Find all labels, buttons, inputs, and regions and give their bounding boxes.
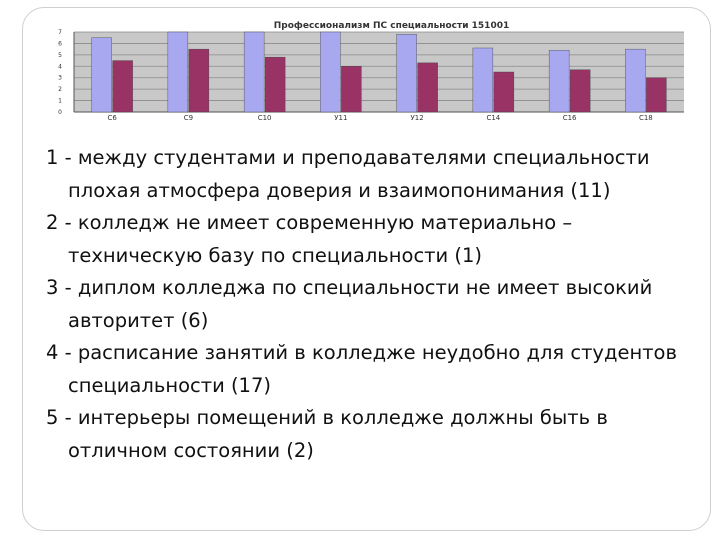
y-tick-label: 3 — [58, 75, 62, 82]
y-tick-label: 2 — [58, 86, 62, 93]
y-tick-label: 6 — [58, 40, 62, 47]
x-tick-label: С9 — [184, 114, 193, 122]
y-tick-label: 4 — [58, 63, 62, 70]
chart-title: Профессионализм ПС специальности 151001 — [273, 21, 510, 31]
bar — [646, 77, 667, 113]
x-tick-label: С6 — [107, 114, 117, 122]
plot-area — [74, 32, 684, 112]
bar — [167, 31, 189, 113]
bar — [320, 31, 341, 113]
chart-svg: 0 1 2 3 4 5 6 7 С6 С9 С10 У11 У12 С14 С16 С18 — [58, 29, 684, 122]
bar — [548, 50, 570, 113]
bar — [493, 71, 515, 113]
x-tick-label: У11 — [334, 114, 347, 122]
bar — [264, 56, 286, 113]
list-item: 5 - интерьеры помещений в колледже должн… — [46, 406, 608, 462]
y-tick-label: 5 — [58, 52, 62, 59]
bar — [91, 37, 112, 113]
x-tick-label: С14 — [486, 114, 500, 122]
bar — [396, 34, 417, 113]
bar — [625, 48, 646, 113]
y-tick-label: 7 — [58, 29, 62, 36]
bar — [243, 31, 265, 113]
list-item: 2 - колледж не имеет современную материа… — [46, 211, 573, 267]
bar — [472, 47, 494, 113]
chart: 0 1 2 3 4 5 6 7 С6 С9 С10 У11 У12 С14 С16 С18 Профессио… — [34, 20, 684, 123]
list-item: 1 - между студентами и преподавателями с… — [46, 146, 650, 202]
reasons-list: 1 - между студентами и преподавателями с… — [46, 142, 706, 467]
x-tick-label: С18 — [639, 114, 653, 122]
bar — [417, 62, 438, 113]
list-item: 3 - диплом колледжа по специальности не … — [46, 276, 653, 332]
x-tick-label: С10 — [258, 114, 272, 122]
bar — [188, 48, 210, 113]
y-tick-label: 1 — [58, 98, 62, 105]
y-tick-label: 0 — [58, 109, 62, 116]
bar — [341, 66, 362, 113]
list-item: 4 - расписание занятий в колледже неудоб… — [46, 341, 677, 397]
bar — [112, 60, 133, 113]
bar — [569, 69, 591, 113]
x-tick-label: У12 — [411, 114, 424, 122]
x-tick-label: С16 — [563, 114, 577, 122]
